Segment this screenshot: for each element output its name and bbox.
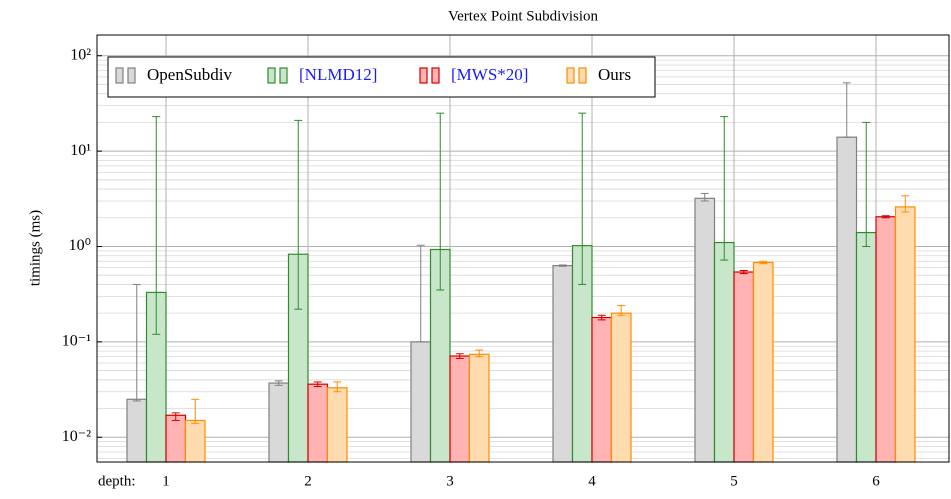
bar [126,398,148,463]
chart-title: Vertex Point Subdivision [448,8,599,24]
legend-label: [NLMD12] [299,65,377,84]
bar [875,216,897,463]
bar [184,419,206,463]
bar [410,341,432,463]
legend-box [107,56,656,98]
x-tick-label: 2 [304,473,312,489]
bar [694,197,716,463]
bar [552,265,574,463]
y-tick-label: 10⁰ [69,237,91,254]
legend-swatch [419,67,428,84]
bar [836,136,858,463]
bar [610,312,632,463]
x-tick-label: 3 [446,473,454,489]
bar [165,414,187,463]
x-axis-label: depth: [98,473,136,489]
bar [326,387,348,463]
x-tick-label: 1 [162,473,170,489]
legend: OpenSubdiv [NLMD12] [MWS*20] Ours [107,56,656,98]
y-tick-label: 10¹ [70,142,91,159]
y-tick-label: 10⁻² [62,428,91,445]
legend-swatch [578,67,587,84]
legend-swatch [431,67,440,84]
legend-swatch [127,67,136,84]
legend-label: OpenSubdiv [147,65,233,84]
x-tick-label: 5 [730,473,738,489]
legend-swatch [279,67,288,84]
y-axis-label: timings (ms) [27,210,43,286]
legend-swatch [566,67,575,84]
x-tick-label: 4 [588,473,596,489]
bar [468,353,490,463]
legend-label: [MWS*20] [451,65,528,84]
legend-label: Ours [598,65,631,84]
legend-swatch [115,67,124,84]
legend-swatch [267,67,276,84]
bar [713,241,735,463]
bar [855,231,877,463]
y-tick-label: 10⁻¹ [62,333,91,350]
plot-frame [96,34,950,463]
bar [591,316,613,463]
y-tick-label: 10² [70,46,91,63]
bar [894,206,916,463]
x-tick-label: 6 [872,473,880,489]
bar [449,355,471,463]
bar [268,382,290,463]
bar [733,271,755,463]
bar [752,261,774,463]
bar [307,383,329,463]
